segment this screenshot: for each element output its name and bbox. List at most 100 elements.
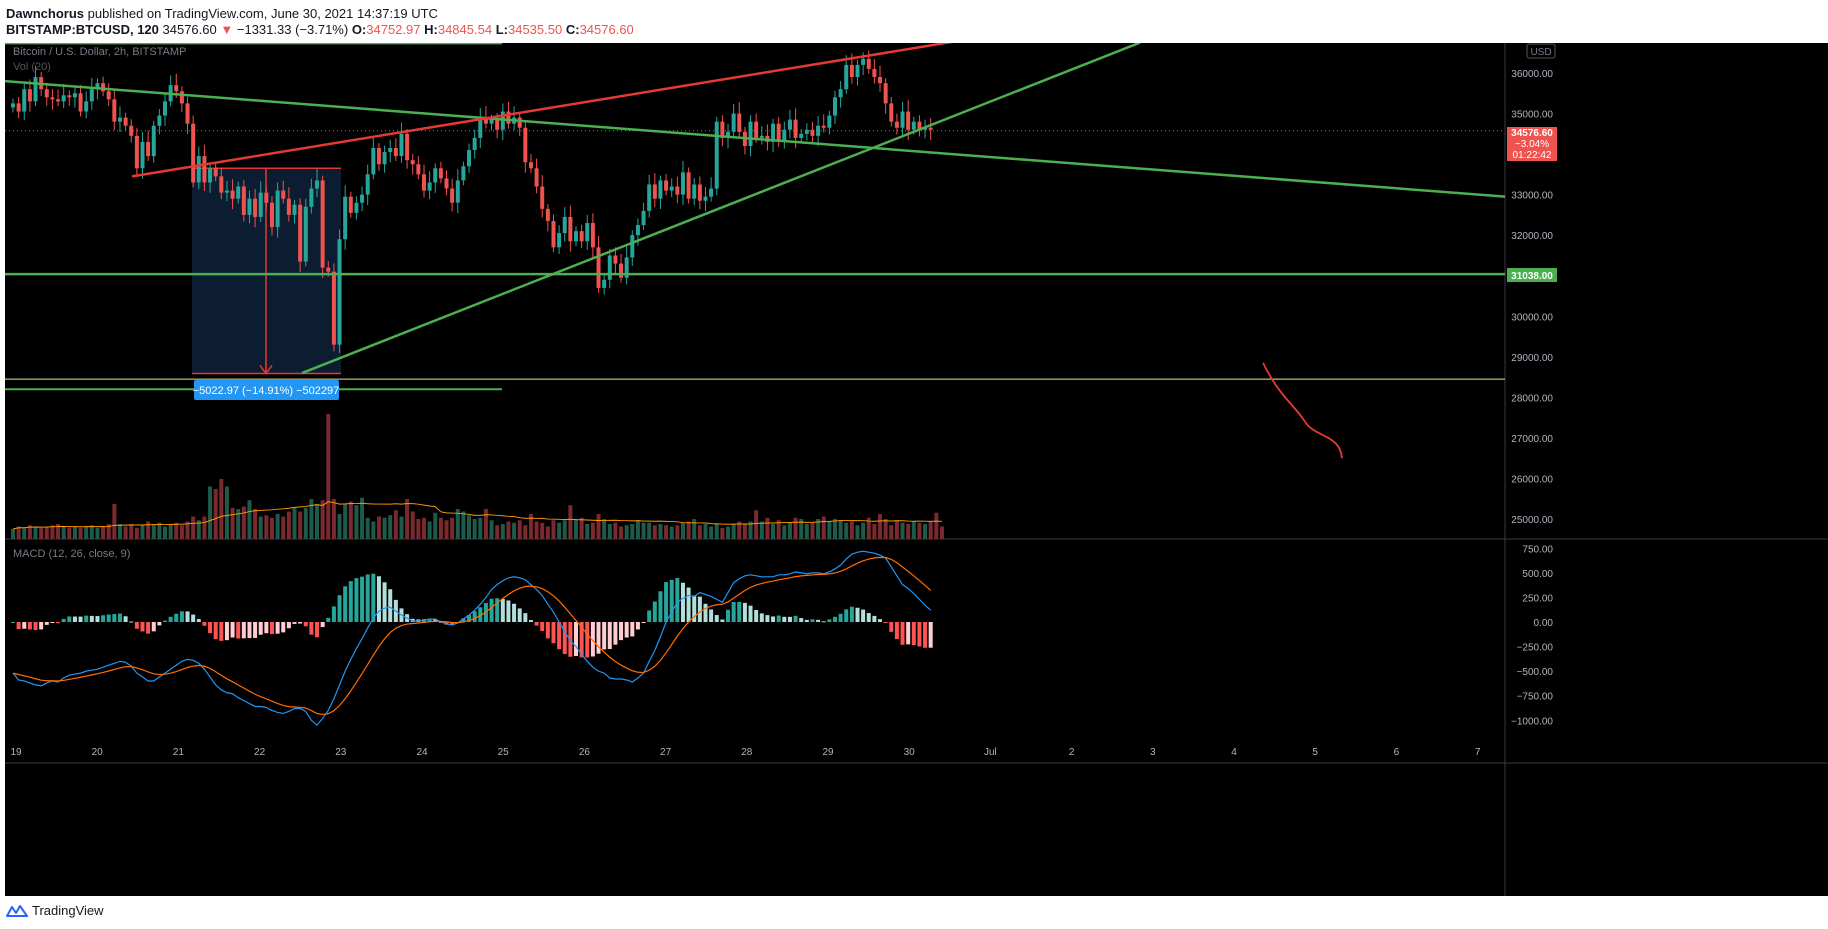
macd-histogram-bar (315, 622, 320, 638)
price-tick-label: 29000.00 (1511, 353, 1553, 364)
candle-body (613, 255, 618, 264)
candle-body (923, 127, 928, 130)
volume-bar (821, 516, 826, 539)
macd-line (12, 550, 932, 727)
volume-bar (726, 526, 731, 539)
volume-bar (545, 526, 550, 539)
candle-body (579, 231, 584, 242)
macd-histogram-bar (320, 622, 325, 628)
volume-bar (506, 521, 511, 539)
volume-bar (894, 520, 899, 539)
author-name[interactable]: Dawnchorus (6, 6, 85, 21)
candle-body (489, 119, 494, 124)
time-tick-label: 2 (1069, 747, 1075, 758)
candle-body (737, 113, 742, 132)
volume-bar (883, 519, 888, 539)
macd-histogram-bar (163, 620, 168, 622)
macd-histogram-bar (281, 622, 286, 633)
volume-bar (89, 525, 94, 539)
candle-body (241, 186, 246, 215)
volume-bar (343, 504, 348, 539)
candle-body (861, 58, 866, 65)
time-tick-label: 20 (92, 747, 104, 758)
last-price-value: 34576.60 (1511, 128, 1553, 139)
volume-bar (844, 522, 849, 539)
tradingview-logo[interactable]: TradingView (6, 903, 104, 918)
time-tick-label: 29 (822, 747, 834, 758)
volume-bar (861, 522, 866, 539)
volume-bar (382, 517, 387, 539)
macd-histogram-bar (878, 619, 883, 622)
macd-tick-label: −1000.00 (1511, 716, 1553, 727)
candle-body (562, 216, 567, 234)
macd-histogram-bar (821, 621, 826, 623)
candle-body (129, 125, 134, 136)
measure-label[interactable] (194, 380, 339, 400)
volume-bar (129, 524, 134, 539)
candle-body (748, 121, 753, 146)
volume-bar (236, 509, 241, 539)
chart-svg[interactable]: 36000.0035000.0034000.0033000.0032000.00… (4, 39, 1828, 896)
candle-body (495, 119, 500, 130)
candle-body (607, 255, 612, 280)
macd-histogram-bar (134, 622, 139, 629)
price-tick-label: 25000.00 (1511, 515, 1553, 526)
macd-histogram-bar (686, 587, 691, 622)
time-tick-label: 23 (335, 747, 347, 758)
candle-body (433, 168, 438, 183)
candle-body (72, 93, 77, 98)
candle-body (534, 168, 539, 187)
currency-badge[interactable] (1526, 43, 1556, 59)
price-tick-label: 26000.00 (1511, 474, 1553, 485)
volume-bar (112, 504, 117, 539)
candle-body (163, 101, 168, 116)
macd-histogram-bar (230, 622, 235, 638)
volume-bar (331, 499, 336, 539)
macd-histogram-bar (33, 622, 38, 630)
candle-body (146, 141, 151, 157)
candle-body (703, 196, 708, 201)
measure-label-text: −5022.97 (−14.91%) −502297 (193, 385, 340, 397)
volume-bar (596, 514, 601, 539)
candle-body (844, 64, 849, 90)
candle-body (309, 188, 314, 207)
volume-bar (619, 526, 624, 539)
time-tick-label: 21 (173, 747, 185, 758)
macd-histogram-bar (658, 591, 663, 622)
price-tick-label: 35000.00 (1511, 110, 1553, 121)
macd-histogram-bar (590, 622, 595, 657)
volume-bar (759, 521, 764, 539)
macd-histogram-bar (602, 622, 607, 650)
macd-histogram-bar (613, 622, 618, 645)
time-tick-label: 4 (1231, 747, 1237, 758)
macd-histogram-bar (117, 613, 122, 622)
volume-bar (444, 520, 449, 539)
macd-histogram-bar (16, 622, 21, 630)
volume-bar (669, 526, 674, 539)
macd-histogram-bar (574, 622, 578, 656)
volume-bar (568, 505, 573, 539)
volume-bar (84, 526, 89, 539)
candle-body (894, 121, 899, 128)
candle-body (112, 99, 117, 122)
volume-bar (714, 524, 719, 539)
candle-body (635, 225, 640, 236)
candle-body (855, 64, 860, 78)
candle-body (343, 196, 348, 240)
volume-bar (467, 515, 472, 539)
macd-histogram-bar (303, 622, 308, 627)
macd-histogram-bar (461, 618, 466, 622)
candle-body (376, 148, 381, 165)
candle-body (816, 125, 821, 136)
candle-body (624, 257, 629, 278)
macd-tick-label: 750.00 (1522, 544, 1553, 555)
volume-bar (624, 525, 629, 539)
candle-body (782, 129, 787, 142)
volume-bar (309, 499, 314, 539)
candle-body (286, 198, 291, 215)
macd-tick-label: 500.00 (1522, 569, 1553, 580)
volume-bar (849, 521, 854, 539)
macd-histogram-bar (309, 622, 314, 635)
chart-title-legend: Bitcoin / U.S. Dollar, 2h, BITSTAMP (13, 46, 186, 58)
chart-area[interactable]: 36000.0035000.0034000.0033000.0032000.00… (4, 39, 1828, 896)
